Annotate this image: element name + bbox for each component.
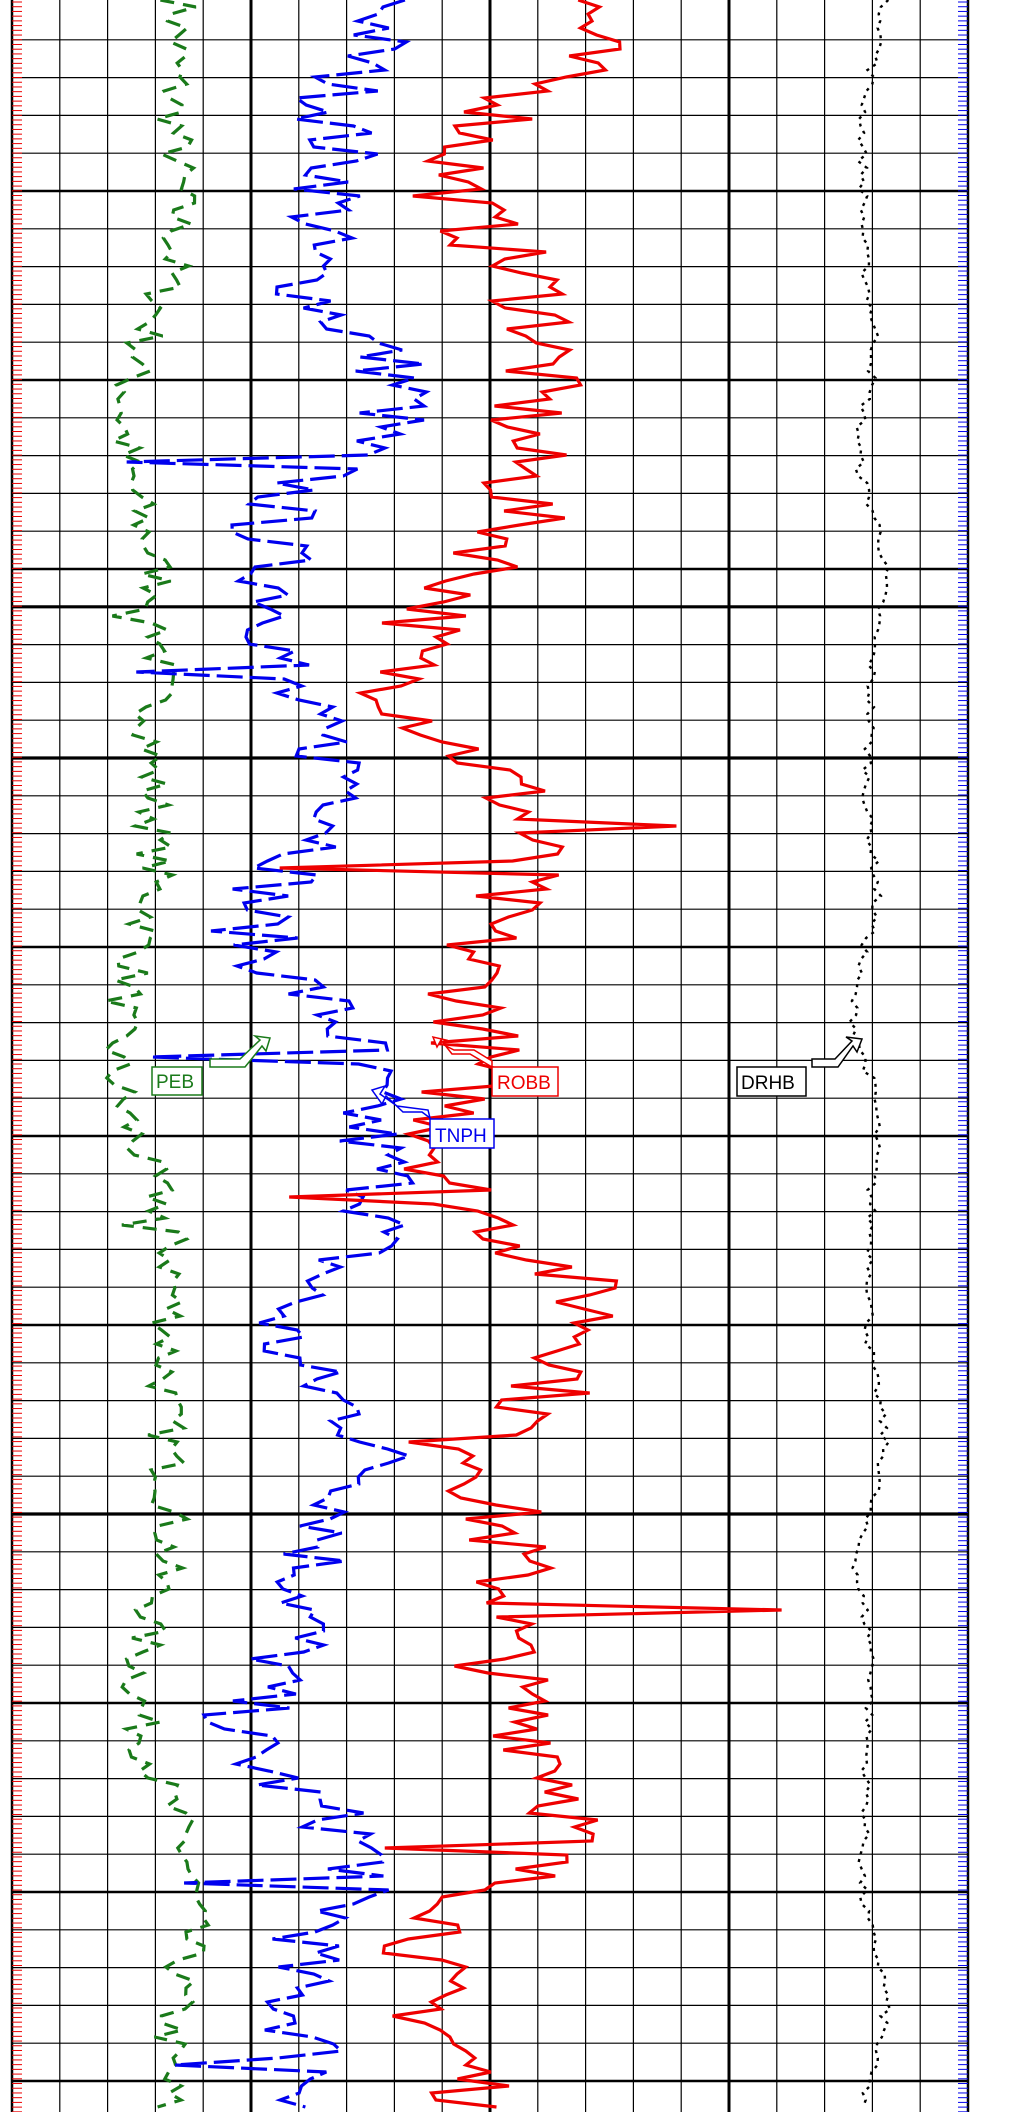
- drhb-label-box: [736, 1066, 807, 1097]
- grid-lines: [10, 0, 970, 2112]
- tnph-label: TNPH: [435, 1126, 487, 1147]
- tnph-callout: TNPH: [370, 1084, 495, 1149]
- robb-callout: ROBB: [431, 1035, 559, 1097]
- tnph-label-box: [429, 1118, 495, 1149]
- drhb-callout: DRHB: [736, 1036, 864, 1097]
- drhb-curve: [847, 0, 892, 2108]
- peb-label: PEB: [156, 1072, 194, 1093]
- peb-callout-arrow: [209, 1034, 271, 1068]
- drhb-label: DRHB: [741, 1073, 795, 1094]
- robb-label: ROBB: [497, 1073, 551, 1094]
- robb-curve: [279, 0, 782, 2109]
- peb-curve: [102, 0, 211, 2109]
- peb-callout: PEB: [151, 1034, 271, 1096]
- tnph-callout-arrow: [370, 1084, 432, 1120]
- robb-callout-arrow: [431, 1035, 493, 1069]
- log-curves: [102, 0, 892, 2109]
- peb-label-box: [151, 1066, 203, 1096]
- tnph-curve: [126, 0, 431, 2109]
- edge-tick-marks: [12, 1, 968, 2112]
- drhb-callout-arrow: [811, 1036, 864, 1068]
- robb-label-box: [491, 1066, 559, 1097]
